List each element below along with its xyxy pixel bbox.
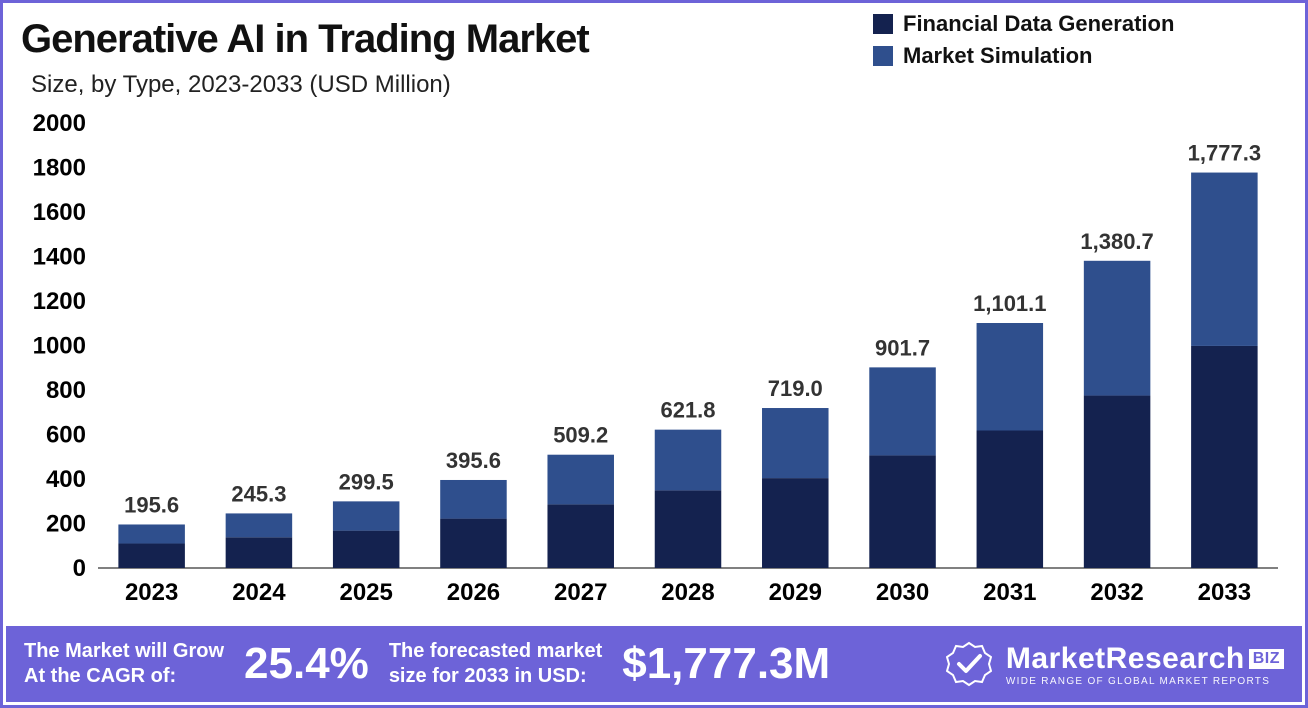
x-tick: 2026: [447, 579, 500, 606]
bar-segment: [226, 513, 293, 537]
x-tick: 2024: [232, 579, 286, 606]
bar-total-label: 1,101.1: [973, 291, 1046, 316]
logo-suffix: BIZ: [1249, 649, 1284, 669]
x-tick: 2030: [876, 579, 929, 606]
bar-segment: [440, 519, 507, 568]
x-tick: 2032: [1090, 579, 1143, 606]
bar-segment: [762, 478, 829, 568]
bar-total-label: 195.6: [124, 492, 179, 517]
bar-segment: [547, 504, 614, 568]
bar-segment: [1084, 396, 1151, 568]
x-tick: 2031: [983, 579, 1036, 606]
bar-total-label: 1,380.7: [1080, 229, 1153, 254]
bar-total-label: 719.0: [768, 376, 823, 401]
chart-title: Generative AI in Trading Market: [21, 17, 589, 62]
y-tick: 1200: [33, 288, 86, 315]
legend-swatch-1: [873, 14, 893, 34]
y-tick: 200: [46, 511, 86, 538]
y-tick: 1600: [33, 199, 86, 226]
check-badge-icon: [946, 641, 992, 687]
bar-segment: [440, 480, 507, 519]
forecast-value: $1,777.3M: [622, 639, 830, 689]
x-tick: 2025: [339, 579, 392, 606]
bar-segment: [869, 455, 936, 568]
forecast-label: The forecasted market size for 2033 in U…: [389, 639, 602, 689]
legend-swatch-2: [873, 46, 893, 66]
y-tick: 0: [73, 555, 86, 582]
bar-total-label: 395.6: [446, 448, 501, 473]
bar-segment: [1191, 173, 1258, 346]
legend-item-1: Financial Data Generation: [873, 11, 1174, 37]
y-tick: 400: [46, 466, 86, 493]
y-tick: 600: [46, 422, 86, 449]
bar-total-label: 1,777.3: [1188, 141, 1261, 166]
legend-item-2: Market Simulation: [873, 43, 1174, 69]
y-tick: 1800: [33, 155, 86, 182]
bar-segment: [333, 501, 400, 530]
bar-segment: [1084, 261, 1151, 396]
bar-segment: [655, 490, 722, 568]
bar-segment: [333, 531, 400, 568]
legend-label-1: Financial Data Generation: [903, 11, 1174, 37]
logo-name: MarketResearch BIZ: [1006, 642, 1284, 676]
logo: MarketResearch BIZ WIDE RANGE OF GLOBAL …: [946, 641, 1284, 687]
bar-segment: [762, 408, 829, 478]
bar-total-label: 509.2: [553, 423, 608, 448]
bar-segment: [1191, 346, 1258, 568]
x-tick: 2029: [769, 579, 822, 606]
cagr-value: 25.4%: [244, 639, 369, 689]
bar-total-label: 621.8: [660, 398, 715, 423]
x-tick: 2023: [125, 579, 178, 606]
y-tick: 1000: [33, 333, 86, 360]
bar-total-label: 299.5: [339, 469, 394, 494]
x-tick: 2033: [1198, 579, 1251, 606]
y-tick: 2000: [33, 110, 86, 137]
x-tick: 2027: [554, 579, 607, 606]
bar-segment: [547, 455, 614, 505]
y-tick: 800: [46, 377, 86, 404]
bar-segment: [655, 430, 722, 491]
legend-label-2: Market Simulation: [903, 43, 1092, 69]
bar-segment: [226, 537, 293, 568]
bar-segment: [118, 544, 185, 568]
bar-segment: [869, 367, 936, 455]
bar-segment: [977, 430, 1044, 568]
bar-total-label: 245.3: [231, 481, 286, 506]
bar-segment: [977, 323, 1044, 430]
cagr-label: The Market will Grow At the CAGR of:: [24, 639, 224, 689]
logo-text: MarketResearch: [1006, 642, 1245, 676]
stacked-bar-chart: 0 200 400 600 800 1000 1200 1400 1600 1800 2000 195…: [13, 103, 1293, 623]
logo-tagline: WIDE RANGE OF GLOBAL MARKET REPORTS: [1006, 676, 1284, 687]
footer-bar: The Market will Grow At the CAGR of: 25.…: [6, 626, 1302, 702]
legend: Financial Data Generation Market Simulat…: [873, 11, 1174, 75]
y-tick: 1400: [33, 244, 86, 271]
bar-segment: [118, 524, 185, 543]
bar-total-label: 901.7: [875, 335, 930, 360]
x-tick: 2028: [661, 579, 714, 606]
chart-subtitle: Size, by Type, 2023-2033 (USD Million): [31, 71, 451, 99]
